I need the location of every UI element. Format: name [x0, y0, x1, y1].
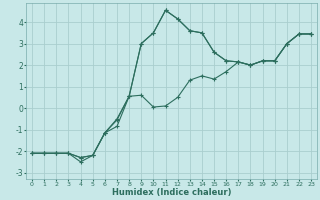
X-axis label: Humidex (Indice chaleur): Humidex (Indice chaleur): [112, 188, 231, 197]
